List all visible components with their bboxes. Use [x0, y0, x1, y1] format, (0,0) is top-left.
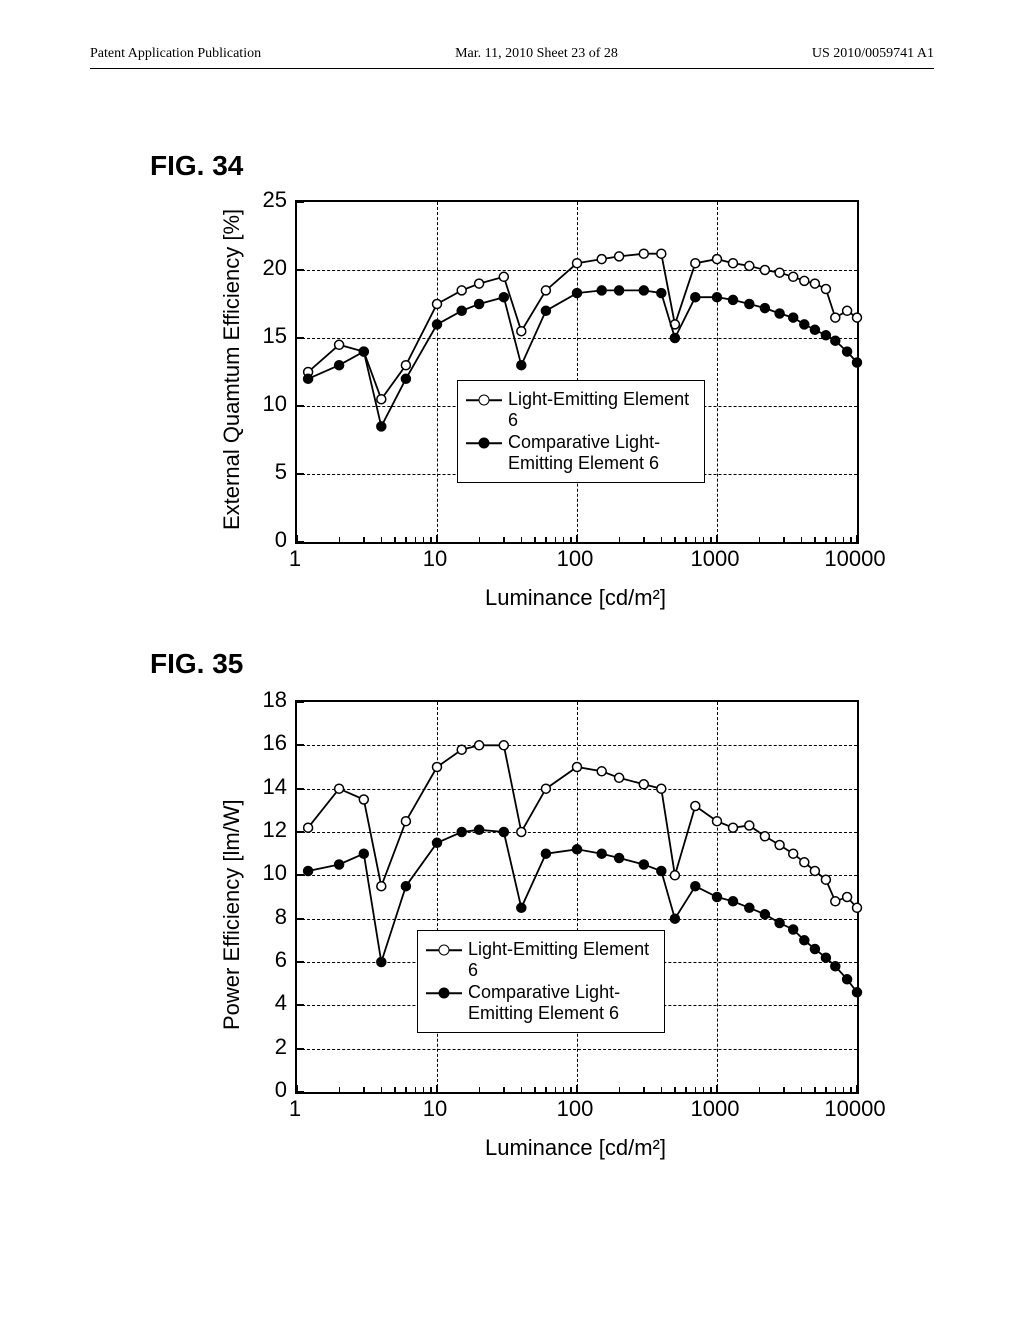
legend-marker-filled	[426, 985, 462, 1001]
ytick-label: 14	[263, 774, 287, 800]
page: Patent Application Publication Mar. 11, …	[0, 0, 1024, 1320]
ytick-label: 5	[275, 459, 287, 485]
fig35-plot: Light-Emitting Element6 Comparative Ligh…	[295, 700, 859, 1094]
fig35-series	[297, 702, 857, 1092]
legend-row: Comparative Light-Emitting Element 6	[466, 432, 696, 473]
chart-35: Power Efficiency [lm/W] Light-Emitting E…	[225, 700, 925, 1180]
ytick-label: 4	[275, 990, 287, 1016]
fig34-label: FIG. 34	[150, 150, 243, 182]
ytick-label: 20	[263, 255, 287, 281]
fig34-xticks: 110100100010000	[295, 540, 855, 580]
xtick-label: 1	[289, 1096, 301, 1122]
ytick-label: 8	[275, 904, 287, 930]
fig34-xlabel: Luminance [cd/m²]	[485, 585, 666, 611]
fig35-xticks: 110100100010000	[295, 1090, 855, 1130]
ytick-label: 10	[263, 860, 287, 886]
legend-text: Light-Emitting Element6	[468, 939, 649, 980]
header-left: Patent Application Publication	[90, 46, 261, 62]
xtick-label: 100	[557, 546, 594, 572]
xtick-label: 1000	[691, 1096, 740, 1122]
xtick-label: 10000	[824, 546, 885, 572]
ytick-label: 6	[275, 947, 287, 973]
fig35-legend: Light-Emitting Element6 Comparative Ligh…	[417, 930, 665, 1033]
legend-text: Light-Emitting Element6	[508, 389, 689, 430]
fig34-series	[297, 202, 857, 542]
legend-row: Light-Emitting Element6	[426, 939, 656, 980]
ytick-label: 2	[275, 1034, 287, 1060]
legend-marker-open	[426, 942, 462, 958]
ytick-label: 0	[275, 527, 287, 553]
header-center: Mar. 11, 2010 Sheet 23 of 28	[455, 46, 618, 62]
xtick-label: 1000	[691, 546, 740, 572]
header: Patent Application Publication Mar. 11, …	[90, 46, 934, 62]
legend-marker-filled	[466, 435, 502, 451]
fig34-legend: Light-Emitting Element6 Comparative Ligh…	[457, 380, 705, 483]
ytick-label: 10	[263, 391, 287, 417]
xtick-label: 10	[423, 546, 447, 572]
ytick-label: 15	[263, 323, 287, 349]
ytick-label: 12	[263, 817, 287, 843]
fig34-yticks: 0510152025	[225, 200, 295, 540]
xtick-label: 1	[289, 546, 301, 572]
fig35-label: FIG. 35	[150, 648, 243, 680]
xtick-label: 100	[557, 1096, 594, 1122]
header-rule	[90, 68, 934, 69]
chart-34: External Quamtum Efficiency [%] Light-Em…	[225, 200, 925, 630]
ytick-label: 18	[263, 687, 287, 713]
xtick-label: 10	[423, 1096, 447, 1122]
fig35-yticks: 024681012141618	[225, 700, 295, 1090]
ytick-label: 25	[263, 187, 287, 213]
ytick-label: 16	[263, 730, 287, 756]
ytick-label: 0	[275, 1077, 287, 1103]
xtick-label: 10000	[824, 1096, 885, 1122]
fig34-plot: Light-Emitting Element6 Comparative Ligh…	[295, 200, 859, 544]
legend-marker-open	[466, 392, 502, 408]
legend-text: Comparative Light-Emitting Element 6	[508, 432, 660, 473]
legend-text: Comparative Light-Emitting Element 6	[468, 982, 620, 1023]
legend-row: Comparative Light-Emitting Element 6	[426, 982, 656, 1023]
header-right: US 2010/0059741 A1	[812, 46, 934, 62]
fig35-xlabel: Luminance [cd/m²]	[485, 1135, 666, 1161]
legend-row: Light-Emitting Element6	[466, 389, 696, 430]
